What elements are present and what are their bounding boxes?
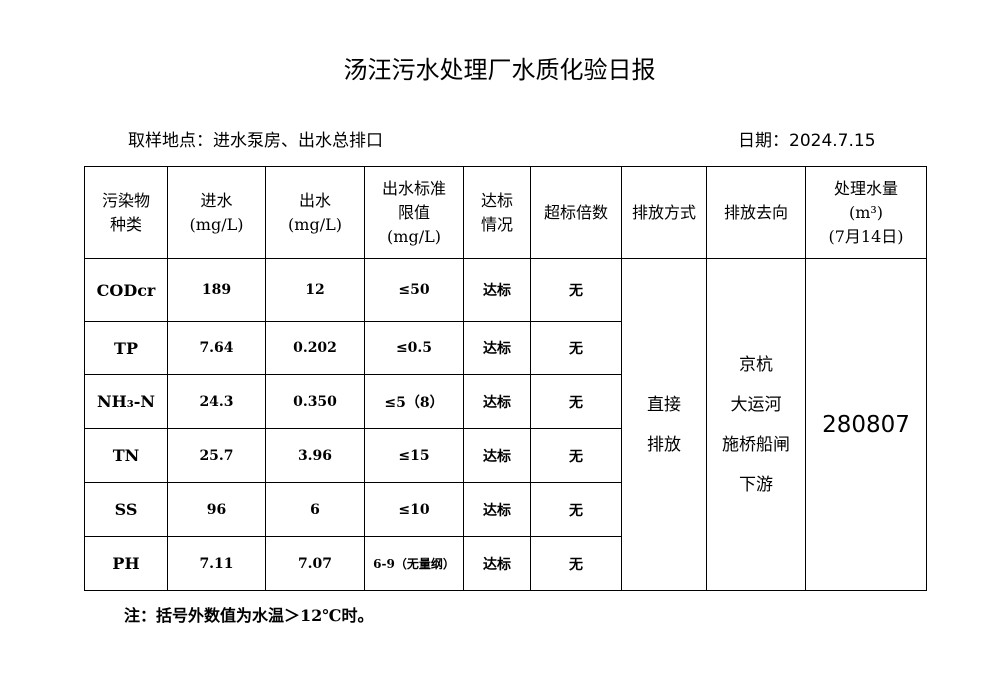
column-header: 出水 (mg/L) [265, 166, 365, 259]
cell-name: SS [84, 482, 168, 537]
column-header: 出水标准 限值 (mg/L) [364, 166, 464, 259]
table-row: PH 7.11 7.07 6-9（无量纲） 达标无 [84, 536, 927, 591]
table-row: SS 96 6 ≤10 达标无 [84, 482, 927, 537]
cell-status: 达标 [463, 536, 531, 591]
discharge-method: 直接 排放 [621, 258, 707, 591]
cell-name: NH₃-N [84, 374, 168, 429]
cell-status: 达标 [463, 321, 531, 375]
table-row: TN 25.7 3.96 ≤15 达标无 [84, 428, 927, 483]
column-header: 进水 (mg/L) [167, 166, 266, 259]
cell-in: 25.7 [167, 428, 266, 483]
cell-name: TN [84, 428, 168, 483]
cell-out: 3.96 [265, 428, 365, 483]
cell-status: 达标 [463, 374, 531, 429]
discharge-destination: 京杭 大运河 施桥船闸 下游 [706, 258, 806, 591]
report-title: 汤汪污水处理厂水质化验日报 [343, 56, 656, 84]
cell-status: 达标 [463, 428, 531, 483]
table-row: NH₃-N 24.3 0.350 ≤5（8） 达标无 [84, 374, 927, 429]
table-row: TP 7.64 0.202 ≤0.5 达标无 [84, 321, 927, 375]
column-header: 处理水量 (m³) (7月14日) [805, 166, 927, 259]
cell-out: 0.202 [265, 321, 365, 375]
column-header: 污染物 种类 [84, 166, 168, 259]
cell-exceed: 无 [530, 536, 622, 591]
cell-in: 7.11 [167, 536, 266, 591]
cell-in: 189 [167, 258, 266, 322]
cell-exceed: 无 [530, 482, 622, 537]
cell-out: 12 [265, 258, 365, 322]
cell-exceed: 无 [530, 258, 622, 322]
water-quality-table: 污染物 种类 进水 (mg/L) 出水 (mg/L) 出水标准 限值 (mg/L) 达标… [84, 166, 927, 591]
cell-out: 7.07 [265, 536, 365, 591]
column-header: 超标倍数 [530, 166, 622, 259]
column-header: 排放方式 [621, 166, 707, 259]
cell-limit: ≤0.5 [364, 321, 464, 375]
cell-in: 96 [167, 482, 266, 537]
cell-name: CODcr [84, 258, 168, 322]
sampling-location: 取样地点：进水泵房、出水总排口 [128, 131, 383, 151]
cell-limit: ≤50 [364, 258, 464, 322]
table-row: CODcr 189 12 ≤50 达标无直接 排放 京杭 大运河 施桥船闸 下游 28080… [84, 258, 927, 591]
column-header: 排放去向 [706, 166, 806, 259]
cell-name: PH [84, 536, 168, 591]
cell-limit: ≤5（8） [364, 374, 464, 429]
cell-exceed: 无 [530, 321, 622, 375]
cell-out: 6 [265, 482, 365, 537]
cell-out: 0.350 [265, 374, 365, 429]
cell-limit: ≤15 [364, 428, 464, 483]
treated-volume: 280807 [805, 258, 927, 591]
cell-name: TP [84, 321, 168, 375]
cell-limit: ≤10 [364, 482, 464, 537]
cell-status: 达标 [463, 258, 531, 322]
cell-status: 达标 [463, 482, 531, 537]
report-date: 日期：2024.7.15 [738, 131, 876, 151]
cell-limit: 6-9（无量纲） [364, 536, 464, 591]
cell-exceed: 无 [530, 428, 622, 483]
cell-exceed: 无 [530, 374, 622, 429]
cell-in: 7.64 [167, 321, 266, 375]
column-header: 达标 情况 [463, 166, 531, 259]
cell-in: 24.3 [167, 374, 266, 429]
footnote: 注：括号外数值为水温＞12℃时。 [124, 606, 374, 625]
